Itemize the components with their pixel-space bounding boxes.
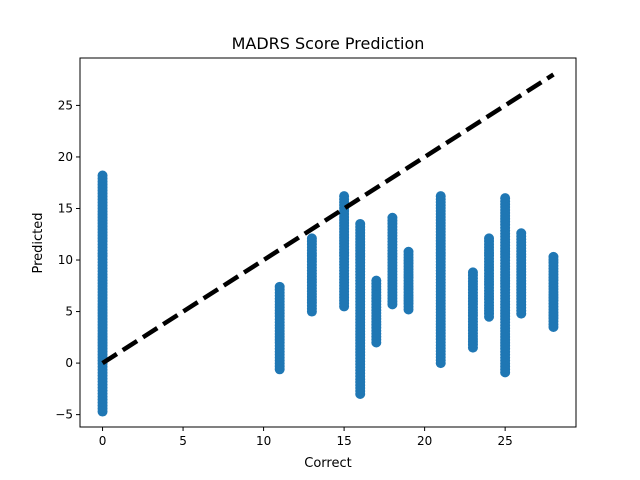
series-points-x-24 [484, 233, 495, 322]
data-point [355, 389, 366, 400]
series-points-x-23 [467, 267, 478, 353]
data-point [500, 367, 511, 378]
series-points-x-18 [387, 212, 398, 310]
y-tick-label: 10 [58, 253, 73, 267]
x-tick-label: 0 [99, 434, 107, 448]
y-tick-label: 20 [58, 150, 73, 164]
data-point [548, 322, 559, 333]
x-tick-label: 25 [498, 434, 513, 448]
series-points-x-17 [371, 275, 382, 348]
series-points-x-21 [435, 191, 446, 369]
series-points-x-26 [516, 228, 527, 319]
reference-line [101, 72, 555, 365]
plot-frame [79, 57, 577, 428]
series-points-x-19 [403, 246, 414, 315]
series-points-x-28 [548, 251, 559, 333]
series-points-x-25 [500, 193, 511, 378]
x-tick-label: 15 [336, 434, 351, 448]
data-point [306, 306, 317, 317]
data-point [435, 358, 446, 369]
series-points-x-16 [355, 218, 366, 400]
data-point [516, 308, 527, 319]
y-tick-label: 25 [58, 98, 73, 112]
y-axis-label: Predicted [31, 212, 46, 273]
series-points-x-11 [274, 281, 285, 375]
x-tick-label: 5 [179, 434, 187, 448]
data-point [371, 337, 382, 348]
plot-content [97, 72, 559, 417]
y-tick-label: 0 [65, 356, 73, 370]
x-tick-label: 20 [417, 434, 432, 448]
chart-title: MADRS Score Prediction [232, 34, 425, 53]
y-tick-label: 15 [58, 201, 73, 215]
series-points-x-0 [97, 170, 108, 417]
data-point [274, 364, 285, 375]
x-axis-label: Correct [304, 456, 351, 471]
y-tick-label: −5 [55, 408, 73, 422]
x-tick-label: 10 [256, 434, 271, 448]
series-points-x-13 [306, 233, 317, 317]
series-points-x-15 [339, 191, 350, 312]
data-point [467, 342, 478, 353]
data-point [97, 406, 108, 417]
data-point [339, 301, 350, 312]
data-point [403, 304, 414, 315]
x-axis: 0 5 10 15 20 25 [99, 427, 513, 448]
y-axis: −5 0 5 10 15 20 25 [55, 98, 80, 422]
data-point [484, 311, 495, 322]
data-point [387, 299, 398, 310]
y-tick-label: 5 [65, 305, 73, 319]
